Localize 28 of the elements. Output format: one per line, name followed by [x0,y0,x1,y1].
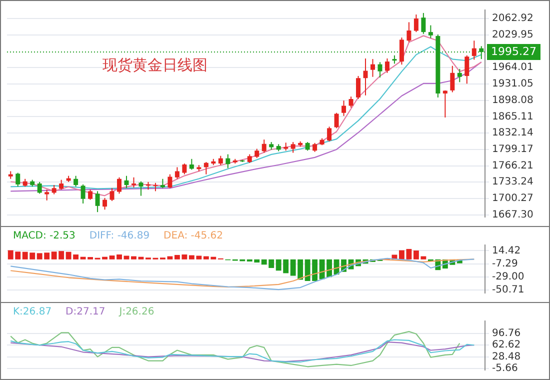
y-tick-label: -29.00 [492,271,524,282]
y-tick-label: 2062.92 [492,13,534,24]
y-tick-label: 1931.05 [492,78,534,90]
series-label: MACD: -2.53 [13,230,76,242]
y-tick-label: 96.76 [492,328,521,340]
y-tick-label: 28.48 [492,351,521,362]
y-tick-label: -5.66 [492,363,518,374]
text: J:26.26 [118,306,154,318]
ref-line-label: 1995.27 [491,44,536,58]
y-tick-label: -7.29 [492,258,518,270]
y-tick-label: 14.42 [492,245,521,256]
text: D:27.17 [66,306,106,318]
y-tick-label: 1832.14 [492,128,534,139]
text: K:26.87 [13,306,52,318]
y-tick-label: 1865.11 [492,111,534,122]
y-tick-label: 62.62 [492,340,521,351]
text: 现货黄金日线图 [102,56,208,74]
y-tick-label: 2029.95 [492,29,534,40]
y-tick-label: 1964.01 [492,62,534,74]
y-tick-label: 1766.21 [492,160,534,172]
y-tick-label: 1667.30 [492,209,534,220]
y-tick-label: 1733.24 [492,176,534,188]
text: DEA: -45.62 [164,230,224,242]
y-tick-label: 1799.17 [492,144,534,155]
y-tick-label: 1700.27 [492,193,534,204]
y-tick-label: -50.71 [492,284,524,296]
text: DIFF: -46.89 [89,230,150,242]
y-tick-label: 1898.08 [492,94,534,106]
